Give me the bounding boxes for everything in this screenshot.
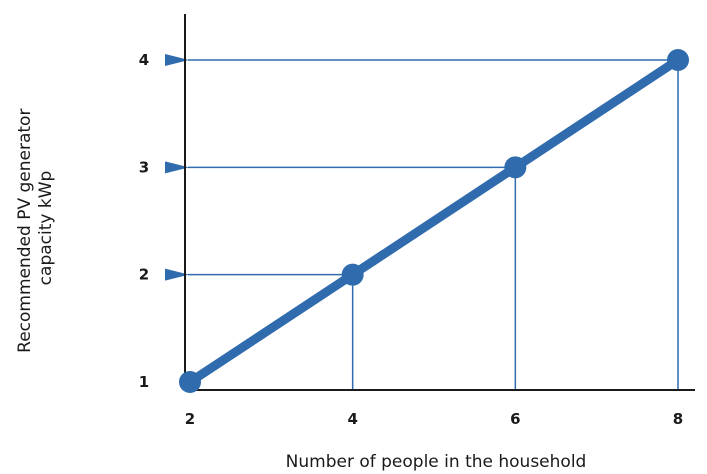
data-point-3 bbox=[667, 49, 689, 71]
y-axis-label-line-1: Recommended PV generator bbox=[15, 109, 35, 353]
y-axis-label: Recommended PV generator capacity kWp bbox=[15, 103, 56, 353]
x-tick-label-0: 2 bbox=[185, 410, 195, 428]
y-tick-label-1: 2 bbox=[139, 266, 149, 284]
y-tick-label-2: 3 bbox=[139, 158, 149, 176]
data-point-2 bbox=[504, 156, 527, 179]
data-point-0 bbox=[179, 371, 201, 393]
y-tick-labels: 1 2 3 4 bbox=[139, 51, 149, 391]
y-tick-label-3: 4 bbox=[139, 51, 149, 69]
series bbox=[179, 49, 689, 393]
x-tick-label-2: 6 bbox=[510, 410, 520, 428]
guide-lines bbox=[165, 54, 679, 390]
y-tick-label-0: 1 bbox=[139, 373, 149, 391]
x-tick-labels: 2 4 6 8 bbox=[185, 410, 683, 428]
x-axis-label: Number of people in the household bbox=[286, 452, 587, 472]
x-tick-label-1: 4 bbox=[347, 410, 357, 428]
x-tick-label-3: 8 bbox=[673, 410, 683, 428]
series-line-0 bbox=[185, 55, 683, 387]
y-axis-label-line-2: capacity kWp bbox=[36, 171, 56, 286]
data-point-1 bbox=[341, 263, 364, 286]
